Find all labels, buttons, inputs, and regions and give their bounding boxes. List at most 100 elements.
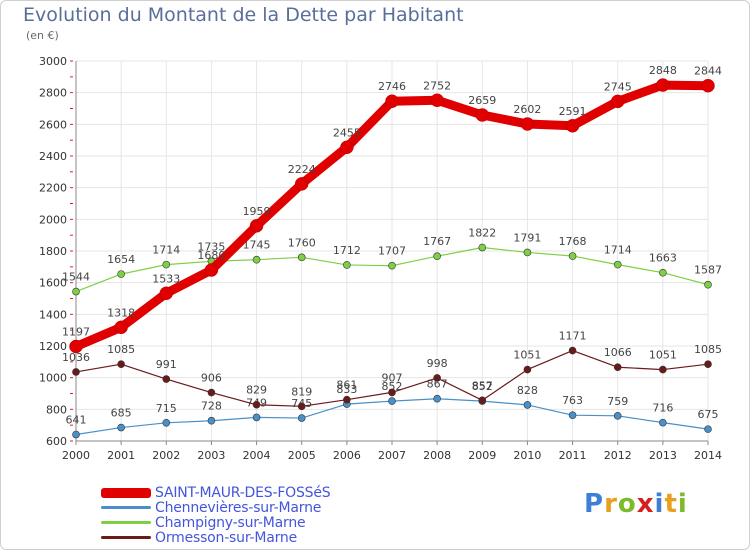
data-point [252,255,261,264]
data-label: 998 [427,357,448,370]
data-label: 641 [66,414,87,427]
x-tick-label: 2009 [468,449,496,462]
y-tick-label: 1800 [39,245,67,258]
data-label: 1768 [559,235,587,248]
data-point [478,243,487,252]
data-label: 857 [472,379,493,392]
legend-item: Champigny-sur-Marne [101,514,330,531]
data-point [252,400,261,409]
data-label: 1533 [152,272,180,285]
data-label: 675 [698,408,719,421]
y-tick-label: 1600 [39,277,67,290]
data-point [568,252,577,260]
data-label: 1066 [604,346,632,359]
data-point [114,320,128,335]
data-label: 1171 [559,330,587,343]
y-tick-label: 2200 [39,182,67,195]
legend-item: Ormesson-sur-Marne [101,529,330,546]
data-label: 1318 [107,306,135,319]
y-tick-label: 800 [46,403,67,416]
data-label: 759 [607,395,628,408]
legend-swatch [101,521,151,524]
data-label: 1085 [107,343,135,356]
data-label: 1587 [694,264,722,277]
data-label: 1959 [243,205,271,218]
data-label: 728 [201,400,222,413]
data-label: 2602 [513,103,541,116]
data-label: 1680 [197,249,225,262]
data-label: 716 [652,402,673,415]
data-label: 2746 [378,80,406,93]
y-tick-label: 600 [46,435,67,448]
legend-item: SAINT-MAUR-DES-FOSSéS [101,485,331,501]
data-point [297,402,306,411]
data-point [433,374,441,382]
data-point [294,177,309,191]
logo-letter: i [677,489,688,519]
x-tick-label: 2007 [378,449,406,462]
data-label: 1544 [62,271,90,284]
data-point [204,263,219,277]
data-point [478,396,487,405]
data-label: 906 [201,372,222,385]
x-tick-label: 2005 [288,449,316,462]
data-point [343,261,351,269]
y-tick-label: 1000 [39,372,67,385]
data-point [117,360,125,369]
data-point [385,94,399,108]
data-point [659,268,667,277]
data-label: 1051 [513,349,541,362]
chart-title: Evolution du Montant de la Dette par Hab… [23,4,464,26]
data-label: 833 [336,383,357,396]
data-point [297,253,306,262]
x-tick-label: 2012 [604,449,632,462]
data-point [72,368,80,376]
data-label: 991 [156,358,177,371]
data-point [656,78,670,92]
data-label: 2844 [694,65,722,78]
data-point [249,219,264,233]
data-label: 1663 [649,252,677,265]
data-label: 1735 [197,240,225,253]
data-label: 907 [382,371,403,384]
data-point [388,388,396,397]
data-point [704,280,712,289]
data-label: 2752 [423,79,451,92]
legend-label: Champigny-sur-Marne [155,514,306,531]
data-point [388,261,396,270]
y-tick-label: 3000 [39,55,67,68]
data-label: 2848 [649,64,677,77]
logo-letter: o [617,489,637,519]
data-label: 1085 [694,343,722,356]
data-point [565,119,580,133]
data-point [343,395,351,404]
x-tick-label: 2004 [243,449,271,462]
x-tick-label: 2010 [513,449,541,462]
data-label: 1745 [243,239,271,252]
data-point [610,94,625,109]
data-label: 829 [246,384,267,397]
data-label: 1654 [107,253,135,266]
legend-swatch [101,506,151,509]
x-tick-label: 2008 [423,449,451,462]
x-tick-label: 2003 [197,449,225,462]
data-point [704,425,712,433]
data-point [523,248,532,257]
logo-letter: t [664,489,678,519]
legend-label: Ormesson-sur-Marne [155,529,297,546]
data-point [162,375,171,383]
y-tick-label: 2800 [39,87,67,100]
y-tick-label: 2400 [39,150,67,163]
legend-item: Chennevières-sur-Marne [101,500,330,516]
data-label: 1791 [513,231,541,244]
data-label: 1714 [152,244,180,257]
data-point [520,117,535,131]
data-point [523,401,532,409]
data-label: 715 [156,402,177,415]
data-point [159,286,174,301]
x-tick-label: 2011 [559,449,587,462]
data-label: 685 [111,407,132,420]
data-label: 1707 [378,245,406,258]
proxiti-logo: Proxiti [584,489,688,519]
